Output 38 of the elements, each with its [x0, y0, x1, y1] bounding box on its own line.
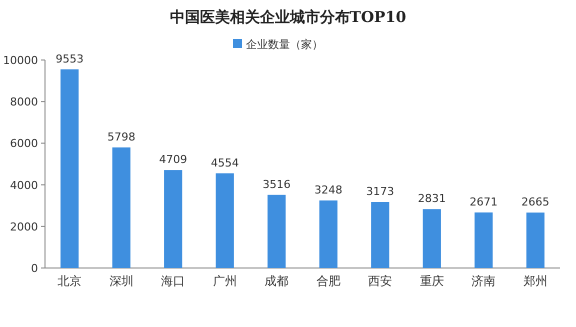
x-tick-label: 成都 [264, 274, 289, 288]
data-label: 2665 [521, 196, 550, 209]
data-label: 2671 [470, 195, 498, 208]
chart-title: 中国医美相关企业城市分布TOP10 [170, 8, 406, 26]
data-label: 9553 [56, 52, 84, 66]
bar [474, 212, 493, 268]
bar [526, 212, 544, 268]
data-label: 3248 [314, 183, 342, 196]
data-label: 3173 [366, 185, 394, 198]
x-tick-label: 北京 [58, 274, 82, 288]
x-tick-label: 深圳 [109, 274, 134, 288]
x-tick-label: 济南 [472, 274, 496, 288]
y-tick-label: 0 [31, 262, 38, 275]
data-label: 4709 [159, 153, 188, 166]
bar [216, 173, 234, 268]
bar [319, 200, 338, 268]
x-tick-label: 广州 [212, 274, 237, 288]
bar [268, 194, 286, 268]
y-tick-label: 4000 [10, 178, 38, 192]
legend-label: 企业数量（家） [246, 38, 323, 51]
data-label: 3516 [262, 178, 291, 191]
y-tick-label: 2000 [10, 220, 38, 234]
x-tick-label: 重庆 [420, 274, 444, 288]
bar [60, 69, 79, 268]
bar [164, 170, 182, 268]
x-tick-label: 郑州 [523, 274, 548, 288]
x-tick-label: 合肥 [316, 274, 340, 288]
y-tick-label: 8000 [10, 96, 38, 109]
data-label: 2831 [418, 192, 446, 206]
data-label: 5798 [107, 130, 136, 144]
data-label: 4554 [210, 156, 239, 170]
y-tick-label: 6000 [10, 137, 38, 150]
y-tick-label: 10000 [3, 54, 38, 67]
bar [371, 202, 390, 268]
bar [112, 147, 130, 268]
bar [422, 209, 441, 268]
x-tick-label: 海口 [161, 274, 186, 288]
x-tick-label: 西安 [368, 274, 392, 288]
